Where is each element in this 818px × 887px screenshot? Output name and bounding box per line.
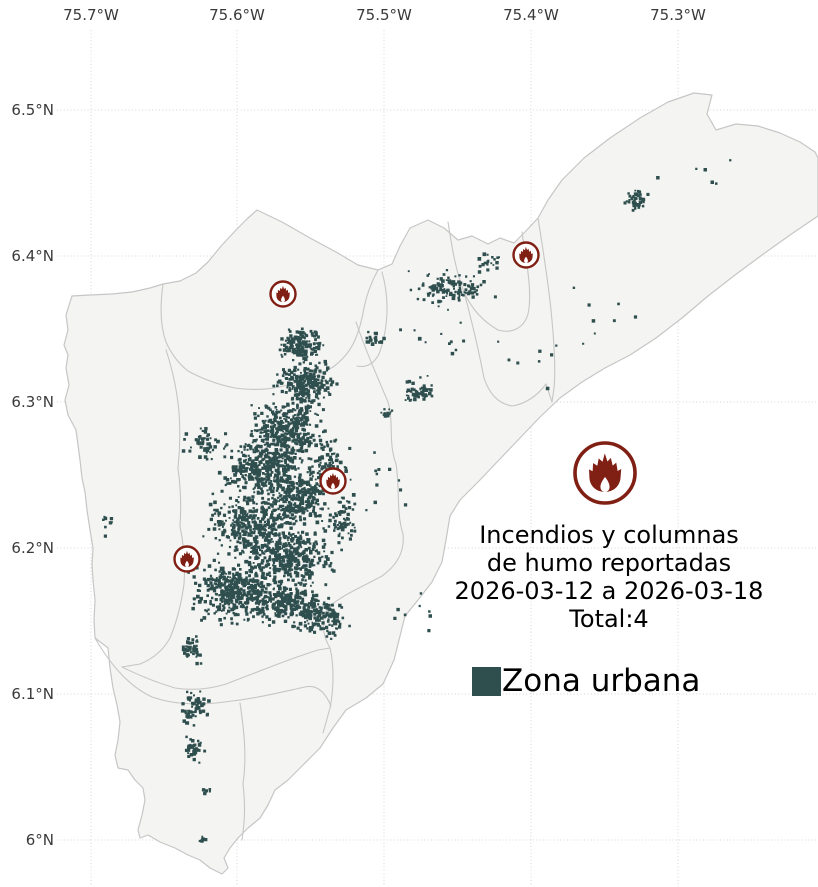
legend-label: Zona urbana [502,663,701,699]
fire-marker [512,241,540,269]
x-tick-label: 75.5°W [356,6,412,24]
annotation-line: 2026-03-12 a 2026-03-18 [454,577,764,605]
x-tick-label: 75.4°W [503,6,559,24]
annotation-line: de humo reportadas [486,549,732,577]
x-tick-label: 75.7°W [63,6,119,24]
y-tick-label: 6.2°N [11,539,54,557]
fire-marker [319,467,347,495]
y-tick-label: 6.4°N [11,247,54,265]
x-tick-label: 75.3°W [650,6,706,24]
y-tick-label: 6°N [25,831,54,849]
y-tick-label: 6.3°N [11,393,54,411]
report-annotation: Incendios y columnas de humo reportadas … [428,521,790,633]
x-tick-label: 75.6°W [209,6,265,24]
fire-markers [173,241,540,573]
fire-marker [269,280,297,308]
fire-marker [173,545,201,573]
urban-zone-swatch [472,666,501,696]
annotation-total: Total:4 [569,605,649,633]
y-tick-label: 6.1°N [11,685,54,703]
fire-marker [573,441,637,505]
annotation-line: Incendios y columnas [479,521,739,549]
y-tick-label: 6.5°N [11,101,54,119]
region-silhouette [63,92,818,875]
legend: Zona urbana [472,663,700,699]
report-fire-icon [573,441,637,505]
